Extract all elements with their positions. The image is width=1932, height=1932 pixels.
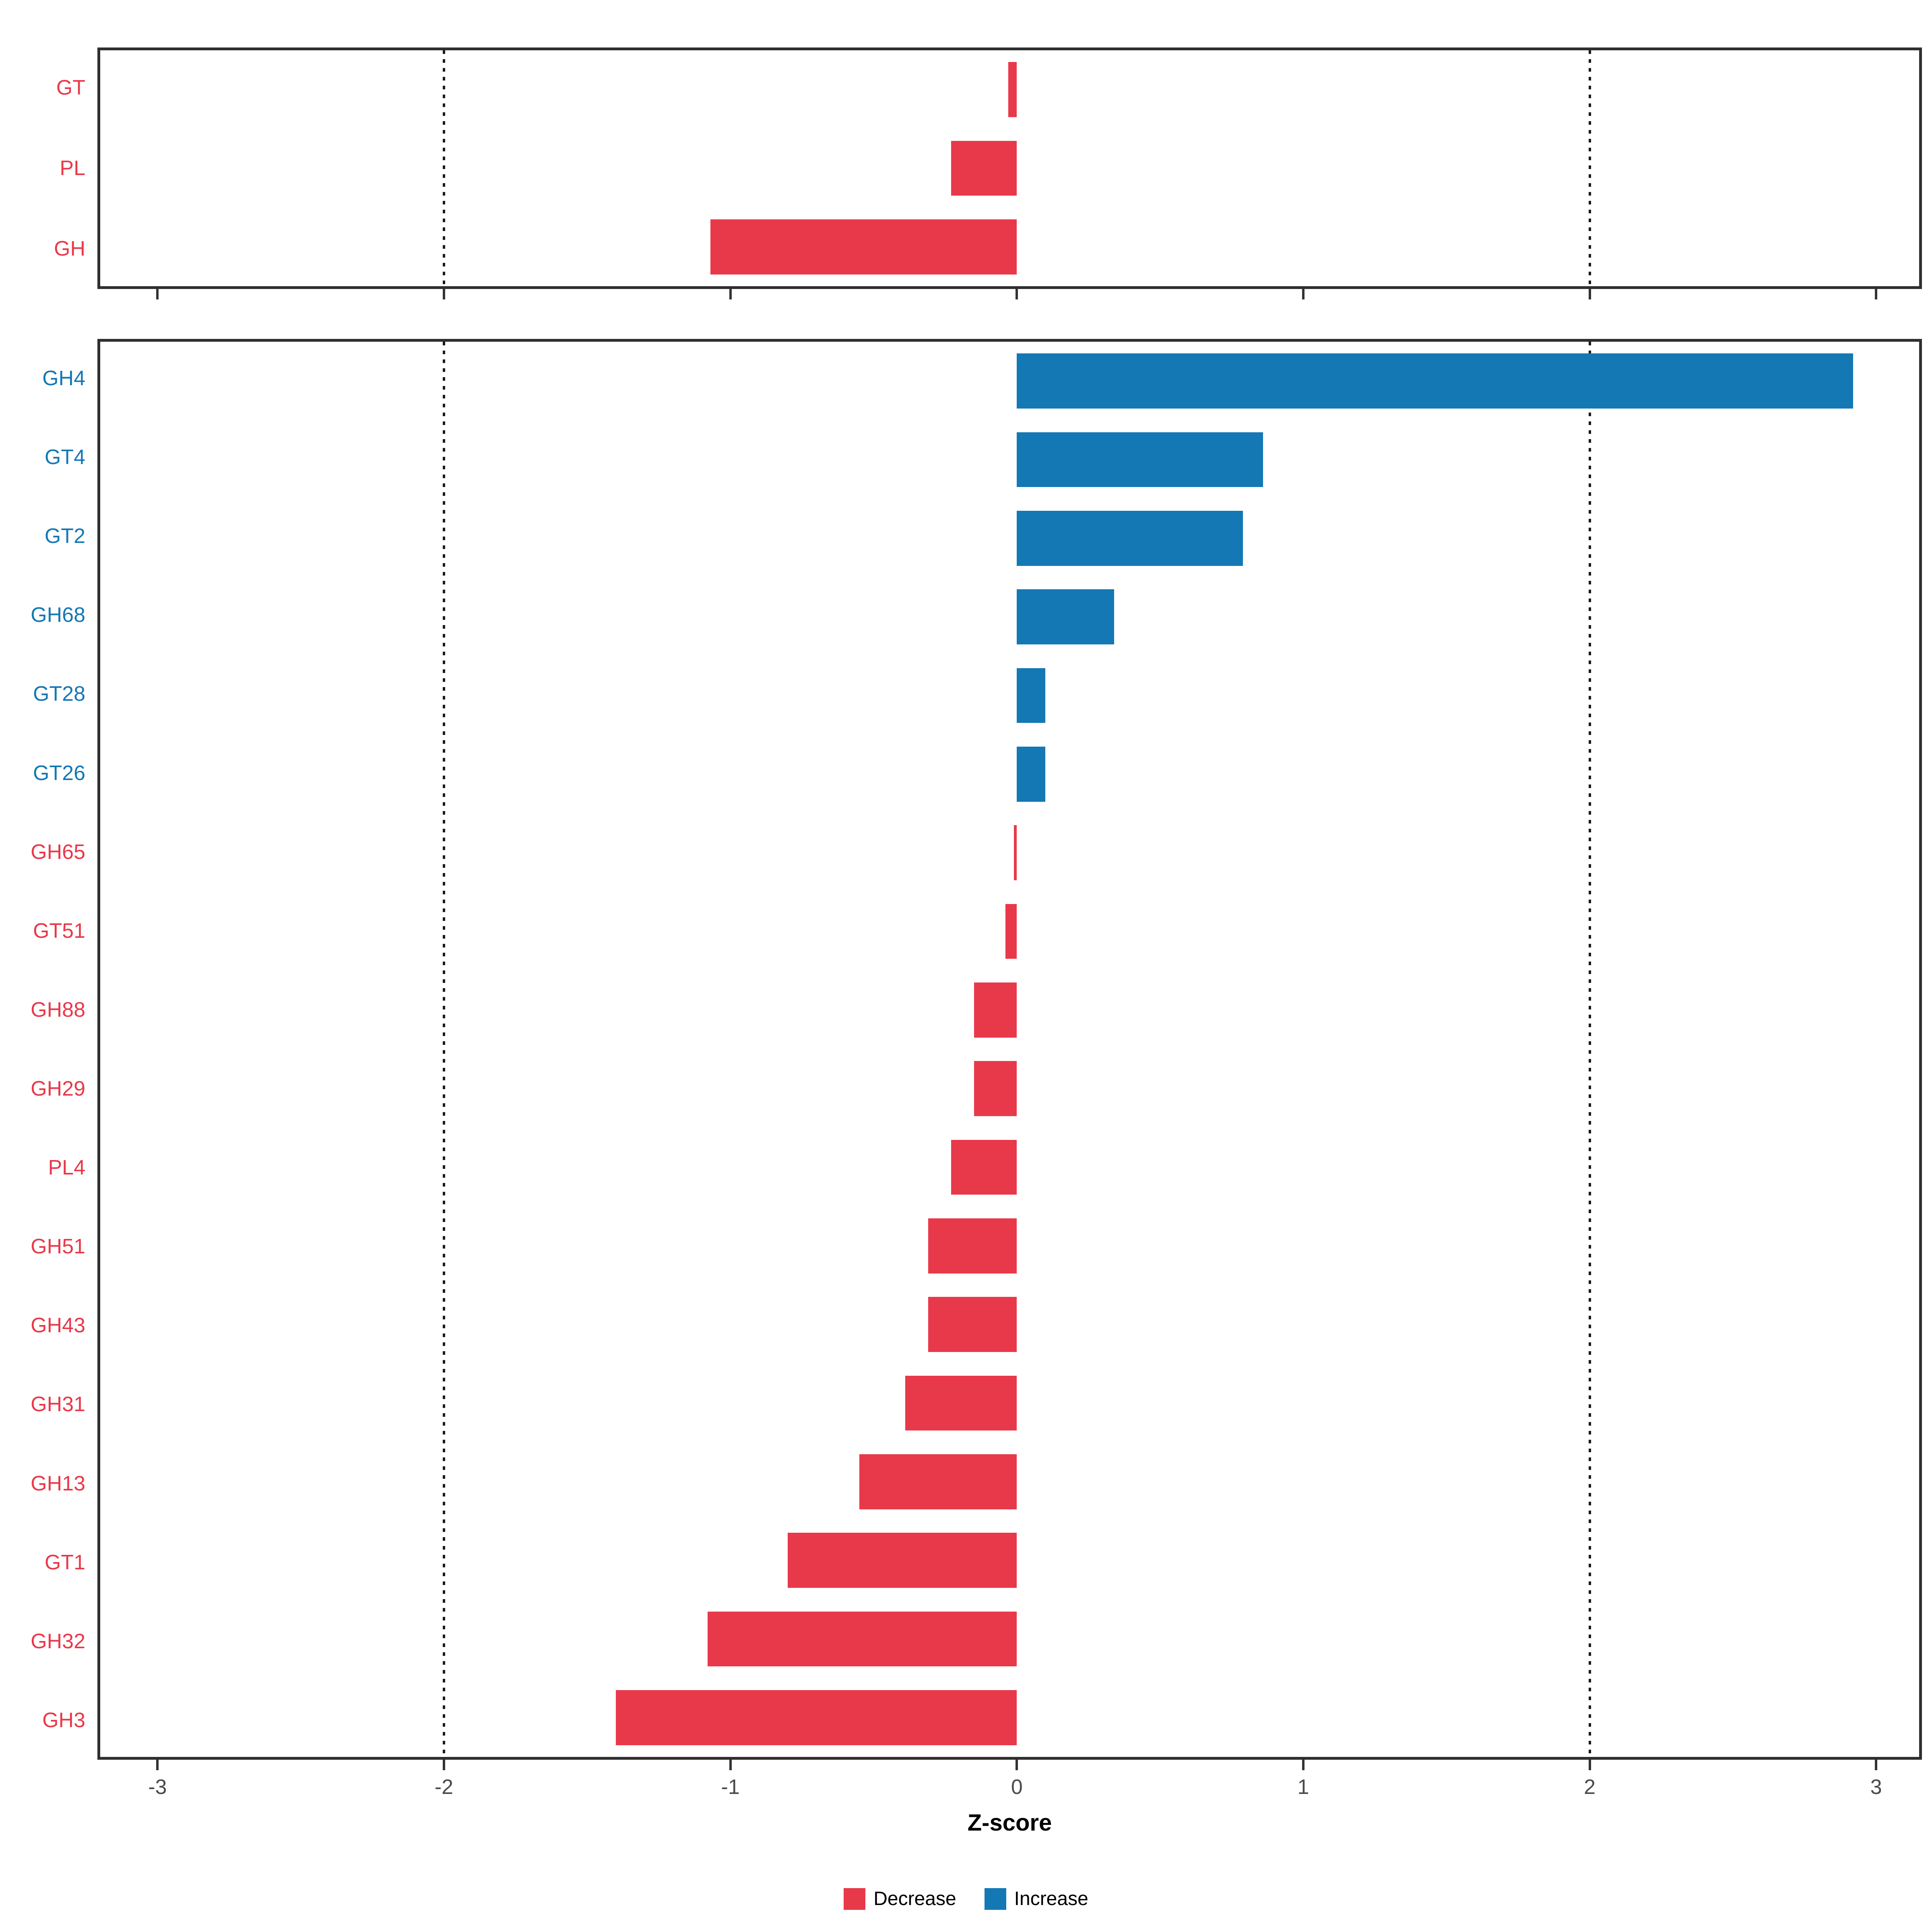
threshold-line [1588, 342, 1591, 1757]
bar-GH32 [707, 1611, 1017, 1667]
bar-GH4 [1017, 353, 1854, 409]
x-tick-label: -3 [148, 1775, 167, 1799]
y-axis-labels-bottom: GH4 GT4 GT2 GH68 GT28 GT26 GH65 GT51 GH88 GH29 PL4… [0, 339, 97, 1760]
x-tick-label: -1 [721, 1775, 740, 1799]
legend-item-increase: Increase [984, 1888, 1088, 1910]
bar-GH13 [859, 1454, 1017, 1509]
bar-GT [1008, 62, 1017, 118]
bar-GT26 [1017, 746, 1046, 802]
y-axis-label-GH65: GH65 [31, 840, 85, 864]
x-tick [442, 1760, 445, 1770]
y-axis-label-GH43: GH43 [31, 1314, 85, 1338]
y-axis-labels-top: GT PL GH [0, 47, 97, 289]
plot-area-top [97, 47, 1922, 289]
x-tick [1302, 1760, 1305, 1770]
legend: Decrease Increase [0, 1888, 1932, 1910]
y-axis-label-GT51: GT51 [33, 919, 85, 943]
bar-GH29 [974, 1061, 1017, 1117]
threshold-line [442, 50, 445, 286]
y-axis-label-GT26: GT26 [33, 761, 85, 785]
x-tick-label: 0 [1011, 1775, 1023, 1799]
bar-GH51 [928, 1218, 1017, 1274]
x-axis-ticks-bottom [100, 1760, 1919, 1770]
bar-GT28 [1017, 668, 1046, 723]
y-axis-label-GT28: GT28 [33, 682, 85, 706]
threshold-line [442, 342, 445, 1757]
bar-PL [951, 140, 1017, 196]
y-axis-label-GH29: GH29 [31, 1077, 85, 1101]
y-axis-label-GH32: GH32 [31, 1629, 85, 1653]
x-tick [1875, 1760, 1878, 1770]
x-tick [1016, 1760, 1018, 1770]
bar-GH3 [615, 1690, 1017, 1745]
legend-swatch-decrease [844, 1888, 866, 1910]
bar-GH31 [905, 1375, 1017, 1431]
y-axis-label-GH68: GH68 [31, 603, 85, 627]
x-tick [729, 1760, 732, 1770]
bar-GH65 [1014, 825, 1017, 881]
x-axis-ticks-top [100, 289, 1919, 299]
x-tick-label: 1 [1297, 1775, 1309, 1799]
panel-subfamily-detail: GH4 GT4 GT2 GH68 GT28 GT26 GH65 GT51 GH88 GH29 PL4… [0, 339, 1922, 1760]
plot-area-bottom [97, 339, 1922, 1760]
y-axis-label-PL4: PL4 [48, 1156, 85, 1180]
legend-item-decrease: Decrease [844, 1888, 956, 1910]
y-axis-label-GH88: GH88 [31, 998, 85, 1022]
y-axis-label-GH3: GH3 [42, 1708, 85, 1732]
legend-label-increase: Increase [1014, 1888, 1088, 1909]
bar-GH43 [928, 1297, 1017, 1352]
x-tick [1875, 289, 1878, 299]
bar-GT2 [1017, 510, 1243, 566]
y-axis-label-GT1: GT1 [44, 1550, 85, 1574]
bar-GH88 [974, 982, 1017, 1038]
threshold-line [1588, 50, 1591, 286]
x-tick-label: 3 [1870, 1775, 1882, 1799]
y-axis-label-GT: GT [56, 76, 85, 99]
y-axis-label-GH4: GH4 [42, 367, 85, 390]
x-tick [156, 1760, 159, 1770]
x-tick [1588, 1760, 1591, 1770]
y-axis-label-GH31: GH31 [31, 1393, 85, 1416]
x-tick [1016, 289, 1018, 299]
x-tick-label: 2 [1584, 1775, 1596, 1799]
x-axis-tick-labels: -3 -2 -1 0 1 2 3 [100, 1775, 1919, 1801]
bar-GT51 [1005, 904, 1017, 959]
bar-GT1 [787, 1533, 1017, 1588]
bar-GH68 [1017, 589, 1115, 645]
y-axis-label-GH13: GH13 [31, 1472, 85, 1495]
y-axis-label-PL: PL [60, 157, 85, 180]
y-axis-label-GT2: GT2 [44, 524, 85, 548]
bar-GH [710, 219, 1017, 275]
legend-swatch-increase [984, 1888, 1006, 1910]
bar-GT4 [1017, 432, 1263, 487]
y-axis-label-GH51: GH51 [31, 1235, 85, 1259]
x-axis-title: Z-score [967, 1810, 1052, 1836]
x-tick [442, 289, 445, 299]
x-tick [156, 289, 159, 299]
x-tick [1588, 289, 1591, 299]
panel-family-summary: GT PL GH [0, 47, 1922, 289]
legend-label-decrease: Decrease [873, 1888, 956, 1909]
x-tick-label: -2 [434, 1775, 454, 1799]
x-tick [1302, 289, 1305, 299]
bar-PL4 [951, 1139, 1017, 1195]
x-tick [729, 289, 732, 299]
y-axis-label-GT4: GT4 [44, 446, 85, 469]
y-axis-label-GH: GH [54, 237, 85, 260]
